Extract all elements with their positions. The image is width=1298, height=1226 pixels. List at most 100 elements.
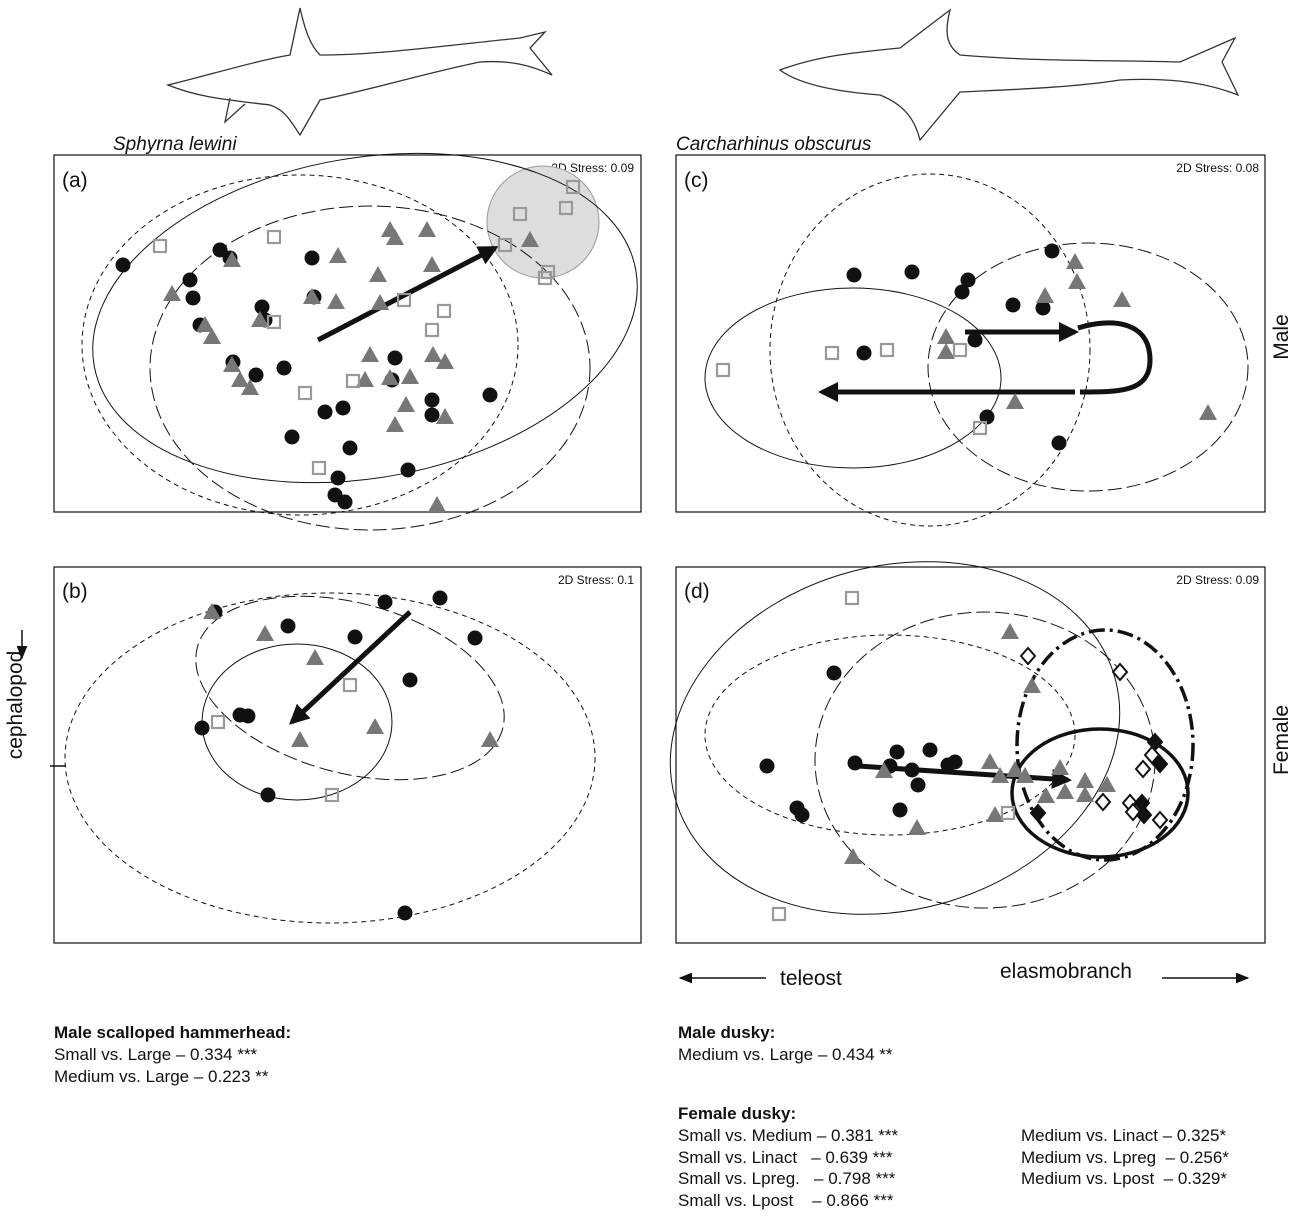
- marker: [1006, 393, 1024, 409]
- panel-frame: [54, 567, 641, 943]
- marker: [827, 666, 842, 681]
- marker: [1021, 648, 1035, 664]
- marker: [1031, 805, 1045, 821]
- marker: [231, 371, 249, 387]
- marker: [1068, 273, 1086, 289]
- group-ellipse: [1012, 729, 1188, 857]
- marker: [212, 716, 224, 728]
- marker: [1045, 244, 1060, 259]
- marker: [329, 247, 347, 263]
- marker: [1006, 298, 1021, 313]
- marker: [1136, 761, 1150, 777]
- stats-line: Small vs. Medium – 0.381 ***: [678, 1126, 899, 1145]
- species-name: Sphyrna lewini: [113, 134, 237, 155]
- marker: [981, 753, 999, 769]
- marker: [1098, 776, 1116, 792]
- marker: [911, 778, 926, 793]
- marker: [425, 393, 440, 408]
- marker: [948, 755, 963, 770]
- marker: [1002, 807, 1014, 819]
- stress-label: 2D Stress: 0.08: [1176, 161, 1259, 175]
- marker: [348, 630, 363, 645]
- marker: [398, 906, 413, 921]
- marker: [268, 231, 280, 243]
- marker: [1052, 436, 1067, 451]
- group-ellipse: [202, 644, 392, 800]
- marker: [968, 333, 983, 348]
- marker: [423, 256, 441, 272]
- marker: [881, 344, 893, 356]
- stats-line: Medium vs. Large – 0.223 **: [54, 1067, 269, 1086]
- marker: [937, 328, 955, 344]
- panel-label: (c): [684, 169, 709, 192]
- stats-line: Small vs. Large – 0.334 ***: [54, 1045, 258, 1064]
- marker: [291, 731, 309, 747]
- marker: [305, 251, 320, 266]
- group-ellipse: [815, 612, 1155, 908]
- stats-line: Medium vs. Linact – 0.325*: [1021, 1126, 1226, 1145]
- stats-line: Small vs. Lpost – 0.866 ***: [678, 1191, 894, 1210]
- marker: [890, 745, 905, 760]
- stress-label: 2D Stress: 0.1: [558, 573, 634, 587]
- marker: [844, 848, 862, 864]
- shift-arrow: [292, 612, 410, 722]
- marker: [1066, 253, 1084, 269]
- marker: [905, 265, 920, 280]
- marker: [1096, 794, 1110, 810]
- shark-dusky: [780, 10, 1238, 140]
- group-ellipse: [65, 593, 595, 923]
- stats-line: Small vs. Linact – 0.639 ***: [678, 1148, 893, 1167]
- marker: [425, 408, 440, 423]
- marker: [418, 221, 436, 237]
- marker: [760, 759, 775, 774]
- marker: [433, 591, 448, 606]
- marker: [249, 368, 264, 383]
- marker: [428, 496, 446, 512]
- stats-line: Small vs. Lpreg. – 0.798 ***: [678, 1169, 896, 1188]
- marker: [847, 268, 862, 283]
- panel-label: (b): [62, 580, 88, 603]
- marker: [386, 416, 404, 432]
- stats-line: Medium vs. Lpost – 0.329*: [1021, 1169, 1227, 1188]
- marker: [369, 266, 387, 282]
- marker: [313, 462, 325, 474]
- marker: [154, 240, 166, 252]
- group-ellipse: [705, 635, 1075, 835]
- marker: [299, 387, 311, 399]
- marker: [343, 441, 358, 456]
- marker: [937, 343, 955, 359]
- marker: [397, 396, 415, 412]
- group-ellipse: [82, 175, 518, 515]
- marker: [1056, 783, 1074, 799]
- marker: [1023, 677, 1041, 693]
- axis-label: cephalopod: [4, 651, 27, 760]
- marker: [717, 364, 729, 376]
- marker: [163, 285, 181, 301]
- group-ellipse: [705, 288, 1001, 468]
- marker: [795, 808, 810, 823]
- marker: [401, 368, 419, 384]
- marker: [483, 388, 498, 403]
- marker: [1153, 812, 1167, 828]
- stats-line: Medium vs. Large – 0.434 **: [678, 1045, 893, 1064]
- marker: [318, 405, 333, 420]
- row-label: Female: [1270, 705, 1293, 775]
- group-ellipse: [928, 243, 1248, 491]
- marker: [183, 273, 198, 288]
- marker: [378, 595, 393, 610]
- marker: [241, 709, 256, 724]
- marker: [338, 495, 353, 510]
- stats-title: Male dusky:: [678, 1023, 775, 1042]
- marker: [846, 592, 858, 604]
- marker: [388, 351, 403, 366]
- marker: [857, 346, 872, 361]
- marker: [1036, 287, 1054, 303]
- marker: [905, 763, 920, 778]
- marker: [261, 788, 276, 803]
- group-ellipse: [630, 513, 1159, 963]
- marker: [1076, 786, 1094, 802]
- row-label: Male: [1270, 314, 1293, 360]
- marker: [195, 721, 210, 736]
- panel-label: (d): [684, 580, 710, 603]
- figure: Sphyrna lewini Carcharhinus obscurus (a)…: [0, 0, 1298, 1226]
